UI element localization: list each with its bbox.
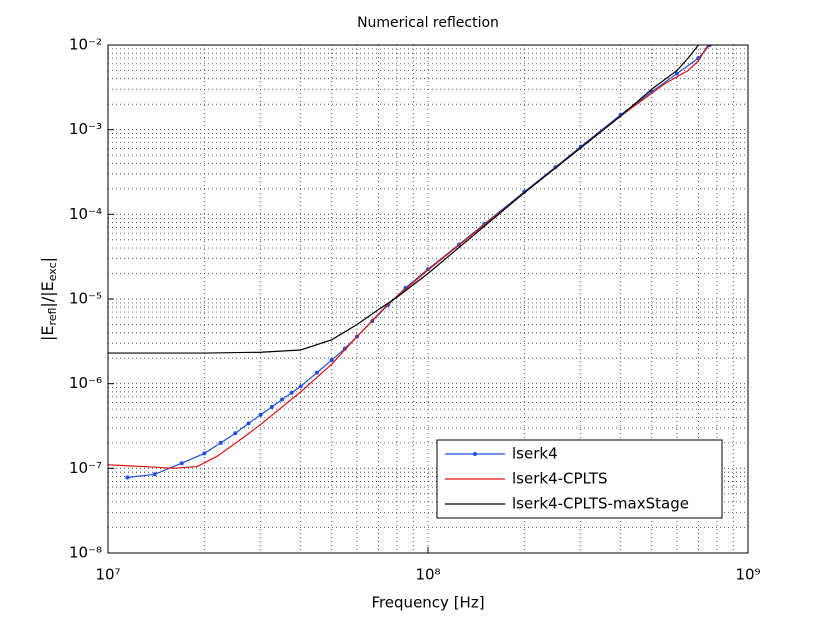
point — [152, 472, 157, 477]
point — [125, 475, 130, 480]
y-tick-label: 10⁻⁵ — [69, 290, 102, 308]
y-tick-label: 10⁻⁴ — [69, 205, 102, 223]
point — [329, 358, 334, 363]
x-tick-label: 10⁹ — [735, 566, 760, 584]
series — [108, 45, 709, 469]
point — [269, 405, 274, 410]
point — [289, 390, 294, 395]
plot-frame — [107, 44, 749, 554]
x-tick-label: 10⁷ — [95, 566, 120, 584]
point — [280, 397, 285, 402]
point — [233, 431, 238, 436]
point — [218, 440, 223, 445]
point — [315, 370, 320, 375]
point — [202, 451, 207, 456]
line — [108, 45, 709, 469]
y-tick-label: 10⁻⁷ — [69, 459, 102, 477]
point — [258, 412, 263, 417]
y-tick-label: 10⁻⁸ — [69, 544, 102, 562]
point — [298, 384, 303, 389]
point — [179, 461, 184, 466]
y-tick-label: 10⁻² — [69, 36, 102, 54]
legend-label: lserk4 — [512, 445, 558, 463]
point — [522, 189, 527, 194]
point — [246, 421, 251, 426]
legend-label: lserk4-CPLTS — [512, 470, 608, 488]
y-label-sub: refl — [46, 308, 59, 326]
y-tick-label: 10⁻⁶ — [69, 374, 102, 392]
x-tick-label: 10⁸ — [415, 566, 440, 584]
y-label-part: | — [38, 257, 57, 262]
y-label-part: |/|E — [38, 281, 57, 307]
y-label-sub: exc — [46, 262, 59, 281]
y-axis-label: |Erefl|/|Eexc| — [38, 257, 60, 341]
y-label-part: |E — [38, 326, 57, 342]
line — [108, 45, 699, 354]
y-tick-label: 10⁻³ — [69, 120, 102, 138]
series — [108, 45, 699, 354]
legend-label: lserk4-CPLTS-maxStage — [512, 495, 689, 513]
chart-title: Numerical reflection — [357, 15, 499, 31]
x-axis-label: Frequency [Hz] — [371, 594, 484, 612]
legend-marker — [473, 452, 477, 456]
point — [675, 71, 680, 76]
